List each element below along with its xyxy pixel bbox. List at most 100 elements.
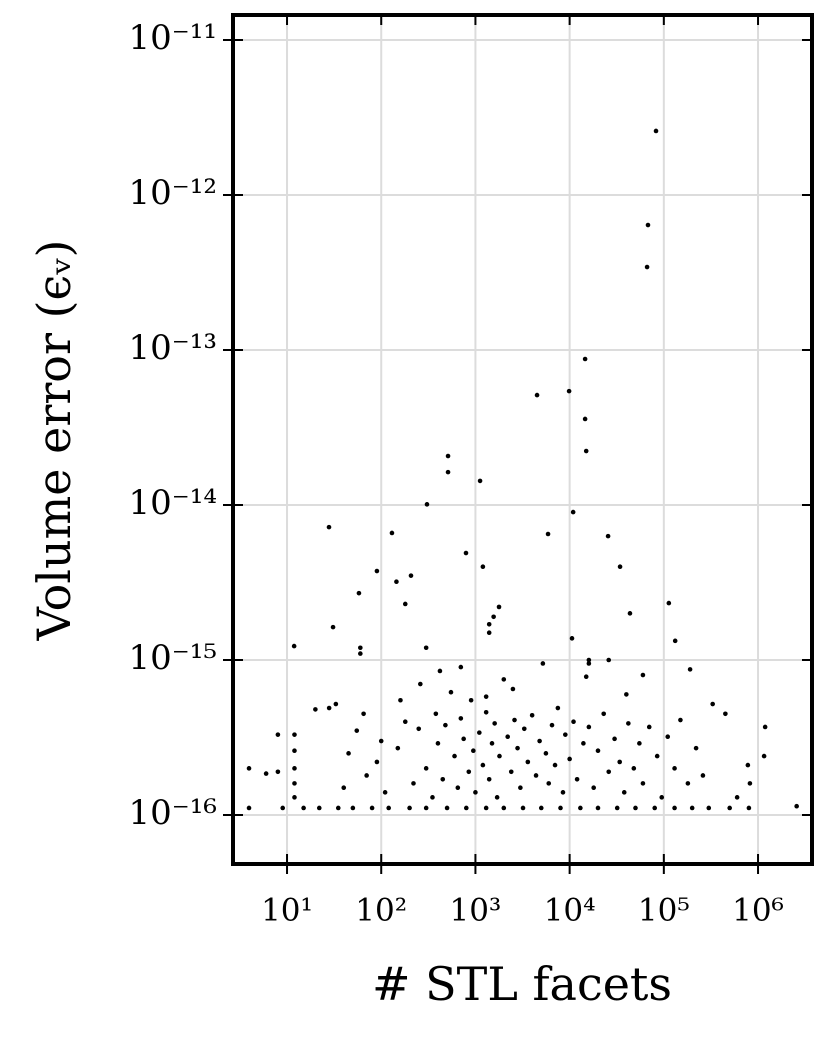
point: [374, 759, 380, 765]
point: [486, 621, 492, 627]
point: [292, 732, 297, 737]
point: [394, 579, 399, 585]
y-tick-label: 10⁻¹⁴: [129, 483, 217, 523]
point: [595, 805, 601, 811]
point: [640, 672, 646, 678]
point: [374, 568, 380, 574]
point: [292, 781, 297, 786]
point: [424, 502, 430, 507]
point: [595, 748, 601, 753]
y-tick-label: 10⁻¹⁵: [129, 638, 217, 678]
point: [358, 651, 363, 656]
point: [455, 785, 461, 791]
x-tick-label: 10⁵: [638, 893, 690, 929]
point: [445, 453, 451, 459]
point: [654, 753, 660, 759]
point: [402, 719, 408, 724]
point: [745, 762, 751, 768]
point: [637, 741, 642, 746]
point: [581, 741, 586, 746]
point: [263, 771, 269, 776]
point: [734, 795, 740, 800]
point: [452, 753, 457, 759]
point: [346, 751, 351, 756]
point: [710, 701, 715, 707]
point: [687, 667, 693, 672]
point: [326, 524, 332, 530]
point: [586, 724, 592, 730]
point: [633, 805, 638, 811]
point: [563, 732, 568, 737]
point: [369, 805, 375, 811]
point: [458, 664, 464, 670]
point: [583, 448, 589, 454]
plot-frame: [231, 13, 814, 866]
point: [534, 392, 540, 398]
point: [473, 790, 478, 795]
x-tick-label: 10³: [449, 893, 501, 929]
point: [606, 769, 612, 775]
y-axis-title: Volume error (ϵᵥ): [27, 240, 81, 642]
point: [685, 781, 691, 786]
point: [545, 531, 551, 537]
point: [246, 766, 252, 771]
point: [706, 805, 712, 811]
point: [570, 509, 576, 515]
point: [492, 721, 497, 726]
point: [505, 734, 510, 740]
point: [508, 769, 514, 775]
point: [246, 805, 252, 811]
point: [591, 785, 596, 791]
point: [665, 734, 671, 740]
point: [356, 590, 362, 596]
point: [666, 600, 672, 606]
point: [627, 611, 633, 616]
point: [515, 745, 520, 751]
point: [483, 709, 489, 715]
point: [361, 711, 366, 717]
point: [617, 759, 622, 765]
point: [601, 711, 607, 717]
point: [606, 657, 612, 663]
point: [583, 674, 589, 680]
point: [646, 724, 652, 730]
point: [416, 726, 422, 732]
point: [693, 745, 699, 751]
point: [727, 805, 732, 811]
point: [566, 388, 572, 394]
x-tick-label: 10⁴: [544, 893, 596, 929]
point: [341, 785, 347, 791]
point: [546, 781, 552, 786]
point: [423, 645, 429, 651]
point: [569, 636, 575, 641]
point: [678, 717, 683, 723]
point: [483, 805, 489, 811]
x-tick-label: 10²: [355, 893, 407, 929]
point: [612, 736, 617, 742]
point: [333, 701, 339, 707]
point: [330, 624, 336, 630]
point: [529, 712, 535, 718]
point: [624, 692, 629, 697]
point: [382, 790, 388, 795]
point: [402, 601, 408, 607]
point: [520, 805, 526, 811]
point: [477, 478, 483, 484]
point: [437, 668, 443, 674]
x-tick-label: 10⁶: [732, 893, 784, 929]
point: [275, 732, 281, 737]
point: [358, 645, 363, 651]
point: [292, 748, 297, 753]
point: [652, 805, 658, 811]
point: [558, 805, 563, 811]
point: [512, 717, 517, 723]
point: [614, 805, 620, 811]
point: [510, 686, 516, 692]
point: [480, 564, 486, 569]
point: [762, 724, 768, 730]
point: [761, 753, 767, 759]
point: [378, 738, 384, 744]
point: [497, 753, 502, 759]
point: [518, 785, 523, 791]
